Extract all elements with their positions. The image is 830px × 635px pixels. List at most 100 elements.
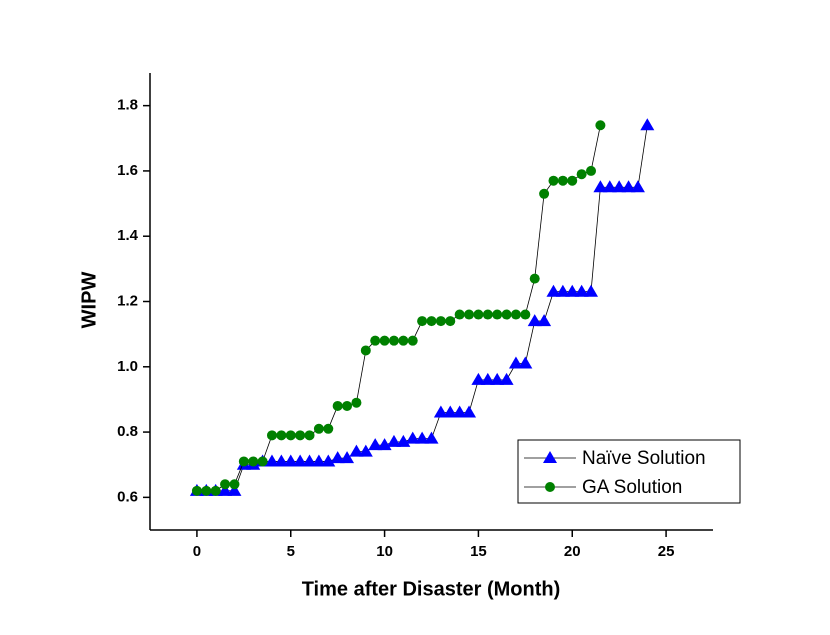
data-point: [332, 400, 343, 411]
data-point: [283, 454, 298, 467]
data-point: [602, 180, 617, 193]
data-point: [443, 405, 458, 418]
data-point: [201, 485, 212, 496]
data-point: [518, 356, 533, 369]
y-axis-title: WIPW: [78, 272, 100, 329]
data-point: [351, 397, 362, 408]
y-tick-label: 1.0: [117, 358, 138, 375]
x-tick-label: 20: [564, 543, 581, 560]
data-point: [285, 430, 296, 441]
data-point: [548, 175, 559, 186]
data-point: [546, 284, 561, 297]
data-point: [539, 188, 550, 199]
data-point: [576, 169, 587, 180]
data-point: [358, 444, 373, 457]
data-point: [398, 335, 409, 346]
y-tick-label: 0.8: [117, 423, 138, 440]
data-point: [360, 345, 371, 356]
data-point: [340, 451, 355, 464]
data-point: [480, 372, 495, 385]
legend-marker: [545, 482, 555, 492]
data-point: [388, 335, 399, 346]
data-point: [293, 454, 308, 467]
legend-label: GA Solution: [582, 477, 682, 498]
x-axis-title: Time after Disaster (Month): [302, 578, 561, 600]
data-point: [471, 372, 486, 385]
data-point: [630, 180, 645, 193]
x-tick-label: 10: [376, 543, 393, 560]
data-point: [274, 454, 289, 467]
data-point: [574, 284, 589, 297]
data-point: [565, 284, 580, 297]
data-point: [510, 309, 521, 320]
data-point: [452, 405, 467, 418]
data-point: [276, 430, 287, 441]
data-point: [386, 434, 401, 447]
data-point: [311, 454, 326, 467]
data-point: [191, 485, 202, 496]
data-point: [426, 316, 437, 327]
x-tick-label: 0: [193, 543, 201, 560]
data-point: [490, 372, 505, 385]
data-point: [302, 454, 317, 467]
data-point: [499, 372, 514, 385]
data-point: [321, 454, 336, 467]
data-point: [304, 430, 315, 441]
data-point: [370, 335, 381, 346]
data-point: [342, 400, 353, 411]
data-point: [529, 273, 540, 284]
data-point: [257, 456, 268, 467]
data-point: [407, 335, 418, 346]
data-point: [417, 316, 428, 327]
y-tick-label: 0.6: [117, 488, 138, 505]
data-point: [621, 180, 636, 193]
data-point: [349, 444, 364, 457]
x-tick-label: 15: [470, 543, 487, 560]
data-point: [415, 431, 430, 444]
data-point: [586, 165, 597, 176]
data-point: [555, 284, 570, 297]
data-point: [482, 309, 493, 320]
data-point: [405, 431, 420, 444]
data-point: [295, 430, 306, 441]
data-point: [508, 356, 523, 369]
data-point: [238, 456, 249, 467]
legend-label: Naïve Solution: [582, 448, 706, 469]
data-point: [433, 405, 448, 418]
data-point: [567, 175, 578, 186]
data-point: [248, 456, 259, 467]
data-point: [501, 309, 512, 320]
data-point: [330, 451, 345, 464]
data-point: [323, 423, 334, 434]
data-point: [218, 483, 233, 496]
data-point: [264, 454, 279, 467]
data-point: [595, 120, 606, 131]
data-point: [313, 423, 324, 434]
data-point: [424, 431, 439, 444]
data-point: [520, 309, 531, 320]
legend-marker: [543, 451, 557, 463]
data-point: [227, 483, 242, 496]
data-point: [220, 479, 231, 490]
x-tick-label: 5: [287, 543, 295, 560]
data-point: [473, 309, 484, 320]
y-tick-label: 1.8: [117, 97, 138, 114]
data-point: [454, 309, 465, 320]
data-point: [557, 175, 568, 186]
data-point: [445, 316, 456, 327]
data-point: [640, 118, 655, 131]
data-point: [612, 180, 627, 193]
data-point: [396, 434, 411, 447]
data-point: [229, 479, 240, 490]
legend-box: [517, 439, 741, 504]
data-point: [527, 314, 542, 327]
data-point: [377, 438, 392, 451]
data-point: [537, 314, 552, 327]
series-line: [196, 125, 601, 492]
x-tick-label: 25: [658, 543, 675, 560]
y-tick-label: 1.4: [117, 227, 139, 244]
data-point: [593, 180, 608, 193]
data-point: [379, 335, 390, 346]
data-point: [462, 405, 477, 418]
